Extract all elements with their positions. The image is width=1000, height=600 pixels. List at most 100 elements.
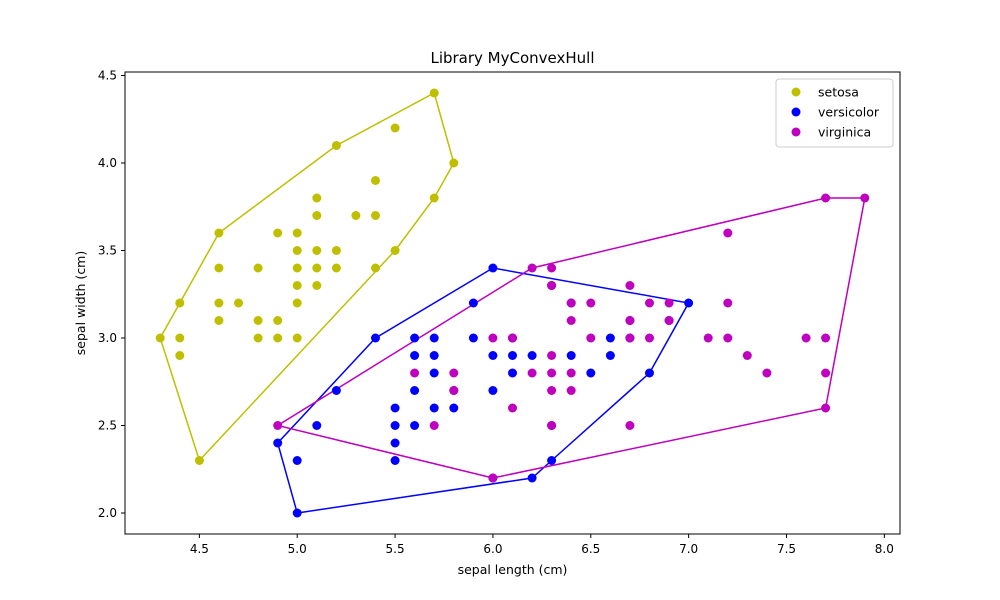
point-versicolor	[429, 333, 439, 343]
point-setosa	[155, 333, 165, 343]
x-tick-label: 6.0	[483, 542, 502, 556]
point-setosa	[273, 333, 283, 343]
point-virginica	[625, 421, 635, 430]
point-setosa	[214, 228, 224, 238]
point-versicolor	[684, 298, 694, 308]
y-tick-label: 3.0	[98, 331, 117, 345]
point-virginica	[527, 263, 537, 273]
point-virginica	[547, 281, 557, 290]
hull-line-virginica	[275, 197, 866, 479]
point-setosa	[312, 246, 322, 255]
point-virginica	[664, 316, 674, 325]
point-versicolor	[468, 298, 478, 308]
point-virginica	[586, 333, 596, 343]
point-virginica	[723, 333, 733, 343]
point-setosa	[331, 263, 341, 273]
y-tick-label: 2.0	[98, 506, 117, 520]
y-tick-label: 4.5	[98, 69, 117, 83]
point-setosa	[253, 333, 263, 343]
point-setosa	[371, 176, 380, 185]
point-virginica	[703, 333, 713, 343]
point-virginica	[821, 333, 831, 343]
point-versicolor	[508, 351, 517, 360]
point-setosa	[331, 141, 341, 150]
hull-layer	[159, 91, 866, 514]
point-setosa	[312, 193, 322, 203]
point-versicolor	[273, 438, 283, 448]
point-versicolor	[508, 368, 517, 378]
point-virginica	[723, 298, 733, 308]
point-virginica	[821, 193, 831, 203]
point-setosa	[253, 316, 263, 325]
point-setosa	[371, 211, 380, 220]
point-versicolor	[488, 386, 498, 395]
point-setosa	[175, 298, 185, 308]
point-virginica	[664, 298, 674, 308]
point-virginica	[821, 403, 831, 413]
point-versicolor	[410, 351, 420, 360]
point-setosa	[253, 263, 263, 273]
point-virginica	[410, 368, 420, 378]
legend-marker-versicolor	[791, 107, 801, 117]
point-versicolor	[331, 386, 341, 395]
legend-marker-virginica	[791, 127, 801, 137]
point-virginica	[801, 333, 811, 343]
point-setosa	[351, 211, 361, 220]
point-versicolor	[449, 403, 459, 413]
point-setosa	[292, 228, 302, 238]
point-setosa	[312, 211, 322, 220]
point-versicolor	[410, 421, 420, 430]
x-tick-label: 7.0	[679, 542, 698, 556]
point-setosa	[449, 158, 459, 168]
point-versicolor	[645, 368, 654, 378]
point-setosa	[292, 298, 302, 308]
point-versicolor	[429, 368, 439, 378]
point-virginica	[742, 351, 752, 360]
point-versicolor	[527, 473, 537, 483]
point-setosa	[390, 123, 400, 133]
point-virginica	[508, 333, 517, 343]
point-virginica	[547, 368, 557, 378]
legend-label-virginica: virginica	[818, 125, 871, 140]
point-setosa	[214, 263, 224, 273]
point-setosa	[331, 246, 341, 255]
point-virginica	[449, 386, 459, 395]
point-virginica	[488, 333, 498, 343]
legend-frame	[775, 78, 894, 148]
point-virginica	[566, 386, 576, 395]
point-versicolor	[566, 351, 576, 360]
point-versicolor	[410, 333, 420, 343]
chart-title: Library MyConvexHull	[430, 49, 594, 67]
point-setosa	[234, 298, 243, 308]
point-setosa	[175, 351, 185, 360]
point-versicolor	[312, 421, 322, 430]
x-tick-label: 5.5	[386, 542, 405, 556]
point-virginica	[586, 298, 596, 308]
legend: setosa versicolor virginica	[775, 78, 894, 148]
point-virginica	[821, 368, 831, 378]
point-setosa	[429, 88, 439, 98]
point-versicolor	[371, 333, 380, 343]
point-virginica	[449, 368, 459, 378]
point-virginica	[429, 421, 439, 430]
point-versicolor	[527, 351, 537, 360]
point-virginica	[625, 281, 635, 290]
point-versicolor	[547, 456, 557, 465]
point-virginica	[625, 316, 635, 325]
point-setosa	[175, 333, 185, 343]
point-versicolor	[390, 421, 400, 430]
point-virginica	[762, 368, 772, 378]
y-tick-label: 2.5	[98, 419, 117, 433]
point-versicolor	[488, 351, 498, 360]
point-versicolor	[292, 456, 302, 465]
x-axis-label: sepal length (cm)	[458, 562, 568, 577]
point-virginica	[723, 228, 733, 238]
point-versicolor	[390, 456, 400, 465]
x-tick-label: 6.5	[581, 542, 600, 556]
point-virginica	[566, 368, 576, 378]
point-virginica	[547, 263, 557, 273]
point-virginica	[645, 333, 654, 343]
legend-label-versicolor: versicolor	[818, 105, 880, 120]
point-setosa	[214, 316, 224, 325]
x-tick-label: 7.5	[777, 542, 796, 556]
